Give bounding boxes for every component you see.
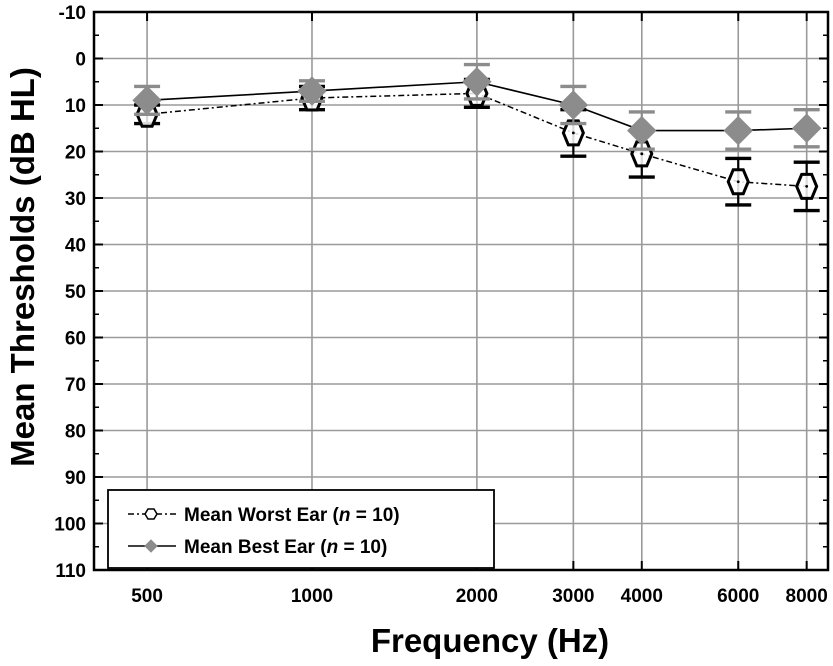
x-axis-title: Frequency (Hz) — [371, 622, 609, 659]
x-tick-label: 2000 — [456, 586, 498, 607]
legend-box — [107, 489, 495, 569]
worst-ear-marker-dot — [571, 131, 575, 135]
y-tick-label: 80 — [65, 422, 86, 443]
legend: Mean Worst Ear (n = 10) Mean Best Ear (n… — [107, 489, 495, 569]
x-tick-label: 3000 — [552, 586, 594, 607]
best-ear-marker — [627, 115, 657, 146]
y-tick-label: 40 — [65, 236, 86, 257]
y-tick-label: 70 — [65, 375, 86, 396]
y-tick-label: 100 — [54, 515, 86, 536]
legend-worst-label: Mean Worst Ear (n = 10) — [184, 505, 400, 526]
legend-best-label: Mean Best Ear (n = 10) — [184, 537, 387, 558]
y-tick-label: 110 — [55, 561, 86, 582]
legend-worst-marker — [144, 508, 158, 520]
x-tick-label: 500 — [131, 586, 163, 607]
best-ear-marker — [558, 90, 589, 120]
worst-ear-marker-dot — [640, 152, 644, 156]
legend-best-marker — [144, 539, 158, 553]
x-tick-label: 1000 — [291, 586, 333, 607]
y-tick-label: 30 — [65, 189, 86, 210]
x-tick-label: 4000 — [621, 586, 663, 607]
legend-worst-n: n — [339, 505, 351, 526]
data-series — [132, 62, 822, 213]
y-tick-label: 10 — [65, 96, 86, 117]
y-tick-label: -10 — [59, 3, 86, 24]
best-ear-marker — [791, 113, 822, 143]
worst-ear-marker-dot — [736, 180, 740, 184]
y-axis: -10 0 10 20 30 40 50 60 70 80 90 100 110 — [54, 3, 828, 582]
x-tick-label: 6000 — [717, 586, 759, 607]
x-axis: 500 1000 2000 3000 4000 6000 8000 — [131, 12, 828, 607]
y-tick-label: 90 — [65, 468, 86, 489]
x-tick-label: 8000 — [786, 586, 828, 607]
worst-ear-marker-dot — [805, 184, 809, 188]
legend-best-n: n — [327, 537, 339, 558]
best-ear-marker — [462, 67, 492, 97]
legend-worst-n-value: = 10) — [356, 505, 400, 526]
y-tick-label: 0 — [75, 50, 86, 71]
legend-best-name: Mean Best Ear — [184, 537, 316, 558]
legend-best-n-value: = 10) — [343, 537, 387, 558]
y-tick-label: 20 — [65, 143, 86, 164]
legend-worst-name: Mean Worst Ear — [184, 505, 328, 526]
best-ear-marker — [723, 115, 753, 146]
y-tick-label: 50 — [65, 282, 86, 303]
best-ear-marker — [297, 76, 327, 106]
y-axis-title: Mean Thresholds (dB HL) — [4, 67, 41, 467]
y-tick-label: 60 — [65, 329, 86, 350]
best-ear-marker — [132, 85, 162, 116]
